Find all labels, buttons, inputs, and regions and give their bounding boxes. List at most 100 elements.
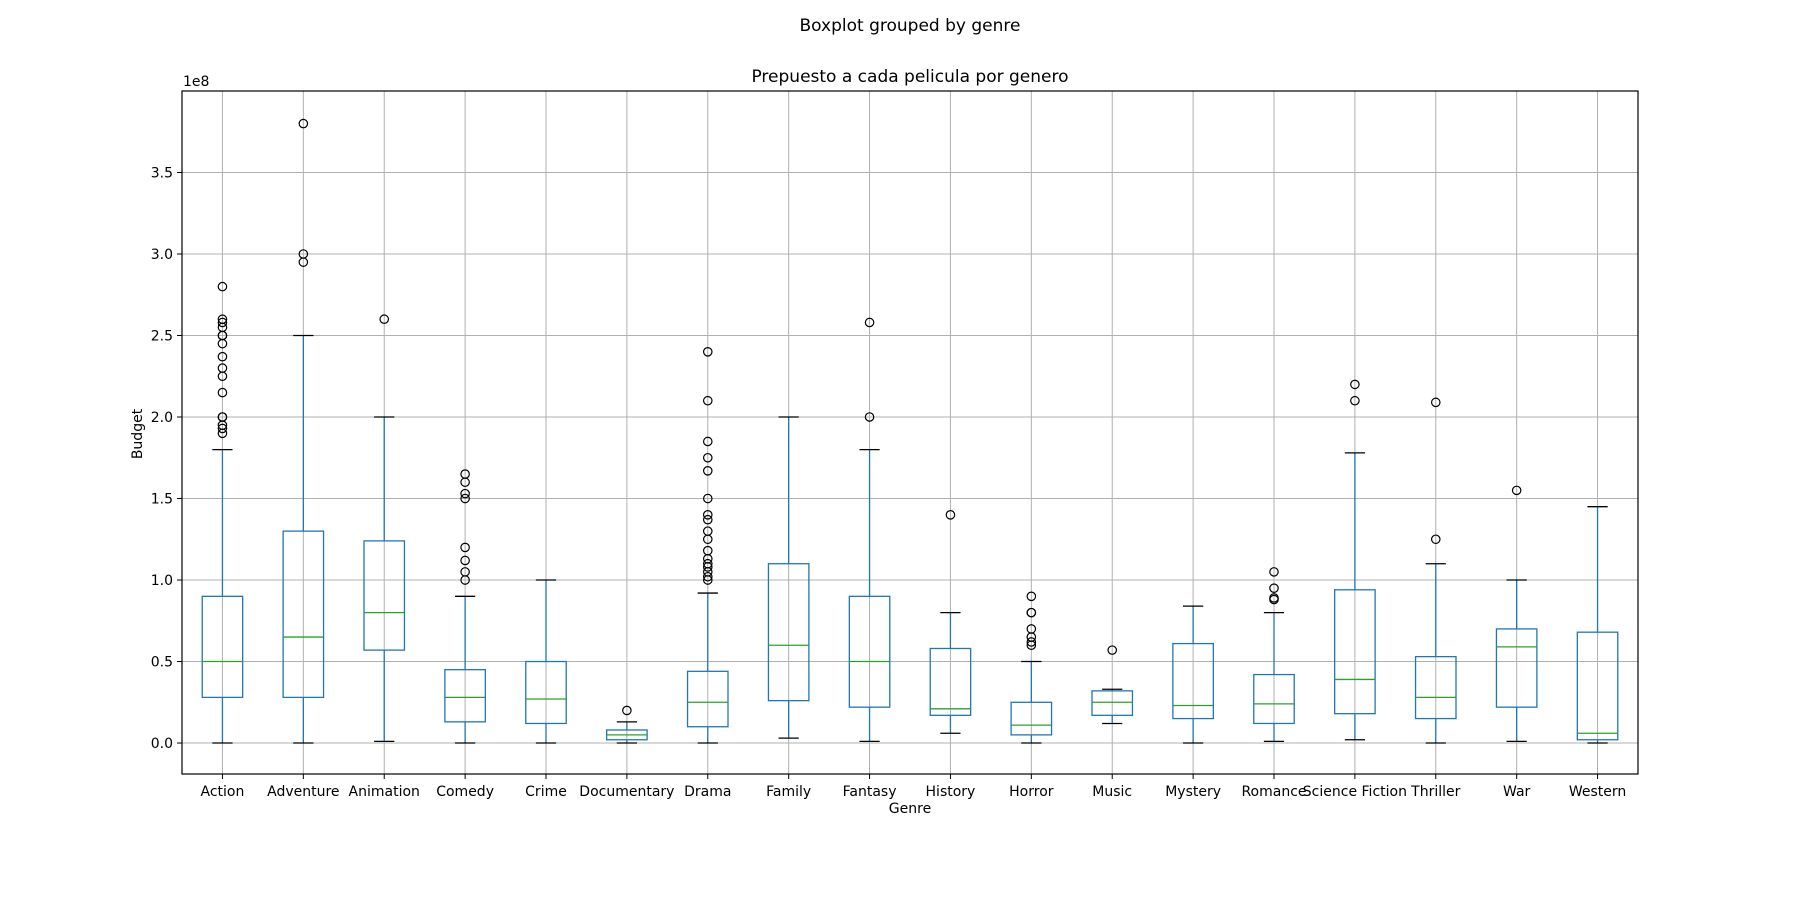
outlier-point xyxy=(1269,583,1279,593)
x-tick-label: Comedy xyxy=(436,784,494,800)
outlier-point xyxy=(460,567,470,577)
iqr-box xyxy=(767,563,810,702)
iqr-box xyxy=(201,595,244,699)
x-tick-label: Adventure xyxy=(267,784,339,800)
box-group xyxy=(1010,591,1053,744)
x-axis-label: Genre xyxy=(889,801,931,817)
iqr-box xyxy=(1172,642,1214,720)
y-axis-label: Budget xyxy=(130,408,146,459)
x-tick-label: Action xyxy=(201,784,245,800)
outlier-point xyxy=(217,281,228,292)
y-tick-label: 1.0 xyxy=(151,573,173,589)
axis-ticks: 0.0 0.5 1.0 1.5 2.0 2.5 3.0 3.5 Action Adventure A… xyxy=(151,166,1627,800)
outlier-point xyxy=(1430,397,1441,408)
box-group xyxy=(282,118,325,744)
outlier-point xyxy=(864,412,875,422)
outlier-point xyxy=(702,558,713,569)
box-group xyxy=(1334,379,1376,741)
iqr-box xyxy=(1091,690,1134,716)
box-group xyxy=(525,579,567,744)
x-tick-label: Drama xyxy=(684,784,731,800)
box-group xyxy=(1253,567,1295,743)
outlier-point xyxy=(702,493,713,504)
box-group xyxy=(201,281,244,744)
iqr-box xyxy=(1334,589,1376,715)
outlier-point xyxy=(1107,645,1118,655)
plot-frame xyxy=(181,90,1639,775)
outlier-point xyxy=(460,493,470,504)
outlier-point xyxy=(945,510,956,520)
box-group xyxy=(848,317,891,743)
box-group xyxy=(1091,645,1134,725)
box-layer xyxy=(201,118,1619,744)
x-tick-label: War xyxy=(1503,784,1531,800)
outlier-point xyxy=(702,466,713,476)
x-tick-label: Western xyxy=(1569,784,1626,800)
box-group xyxy=(606,705,648,744)
grid-lines xyxy=(182,91,1638,774)
iqr-box xyxy=(1253,673,1295,725)
x-tick-label: Romance xyxy=(1241,784,1306,800)
outlier-point xyxy=(702,526,713,536)
y-tick-label: 2.5 xyxy=(151,329,173,345)
box-group xyxy=(1495,485,1538,743)
iqr-box xyxy=(444,669,486,723)
outlier-point xyxy=(1269,593,1279,603)
outlier-point xyxy=(1350,379,1360,390)
outlier-point xyxy=(217,314,228,325)
outlier-point xyxy=(217,363,228,373)
figure-suptitle: Boxplot grouped by genre xyxy=(800,16,1021,36)
box-group xyxy=(1414,397,1457,744)
box-group xyxy=(686,347,729,744)
outlier-point xyxy=(1026,624,1037,634)
outlier-point xyxy=(1430,534,1441,545)
outlier-point xyxy=(217,351,228,362)
outlier-point xyxy=(298,118,309,129)
outlier-point xyxy=(702,571,713,582)
iqr-box xyxy=(929,647,972,716)
outlier-point xyxy=(1269,567,1279,577)
iqr-box xyxy=(363,540,406,651)
box-group xyxy=(929,510,972,734)
iqr-box xyxy=(1414,655,1457,720)
outlier-point xyxy=(702,514,713,525)
x-tick-label: Documentary xyxy=(579,784,674,800)
outlier-point xyxy=(1026,591,1037,602)
x-tick-label: Animation xyxy=(349,784,420,800)
outlier-point xyxy=(217,412,228,422)
outlier-point xyxy=(702,452,713,463)
x-tick-label: Music xyxy=(1092,784,1132,800)
iqr-box xyxy=(525,660,567,725)
outlier-point xyxy=(460,488,470,499)
outlier-point xyxy=(1511,485,1522,496)
y-offset-label: 1e8 xyxy=(183,74,209,90)
y-tick-label: 0.5 xyxy=(151,655,173,671)
outlier-point xyxy=(460,555,470,566)
iqr-box xyxy=(686,670,729,728)
outlier-point xyxy=(298,249,309,259)
x-tick-label: Family xyxy=(766,784,811,800)
x-tick-label: Mystery xyxy=(1165,784,1221,800)
x-tick-label: Crime xyxy=(525,784,567,800)
iqr-box xyxy=(1576,631,1619,741)
outlier-point xyxy=(702,436,713,447)
box-group xyxy=(767,416,810,739)
box-group xyxy=(1172,605,1214,744)
iqr-box xyxy=(1010,701,1053,736)
y-tick-label: 2.0 xyxy=(151,410,173,426)
x-tick-label: Thriller xyxy=(1410,784,1460,800)
x-tick-label: Science Fiction xyxy=(1303,784,1407,800)
chart-title: Prepuesto a cada pelicula por genero xyxy=(751,67,1068,87)
y-tick-label: 3.5 xyxy=(151,166,173,182)
x-tick-label: Fantasy xyxy=(843,784,897,800)
iqr-box xyxy=(1495,628,1538,708)
outlier-point xyxy=(1026,637,1037,647)
box-group xyxy=(444,469,486,744)
outlier-point xyxy=(379,314,390,325)
x-tick-label: Horror xyxy=(1009,784,1054,800)
outlier-point xyxy=(864,317,875,328)
outlier-point xyxy=(1350,395,1360,406)
outlier-point xyxy=(702,395,713,406)
box-group xyxy=(363,314,406,743)
